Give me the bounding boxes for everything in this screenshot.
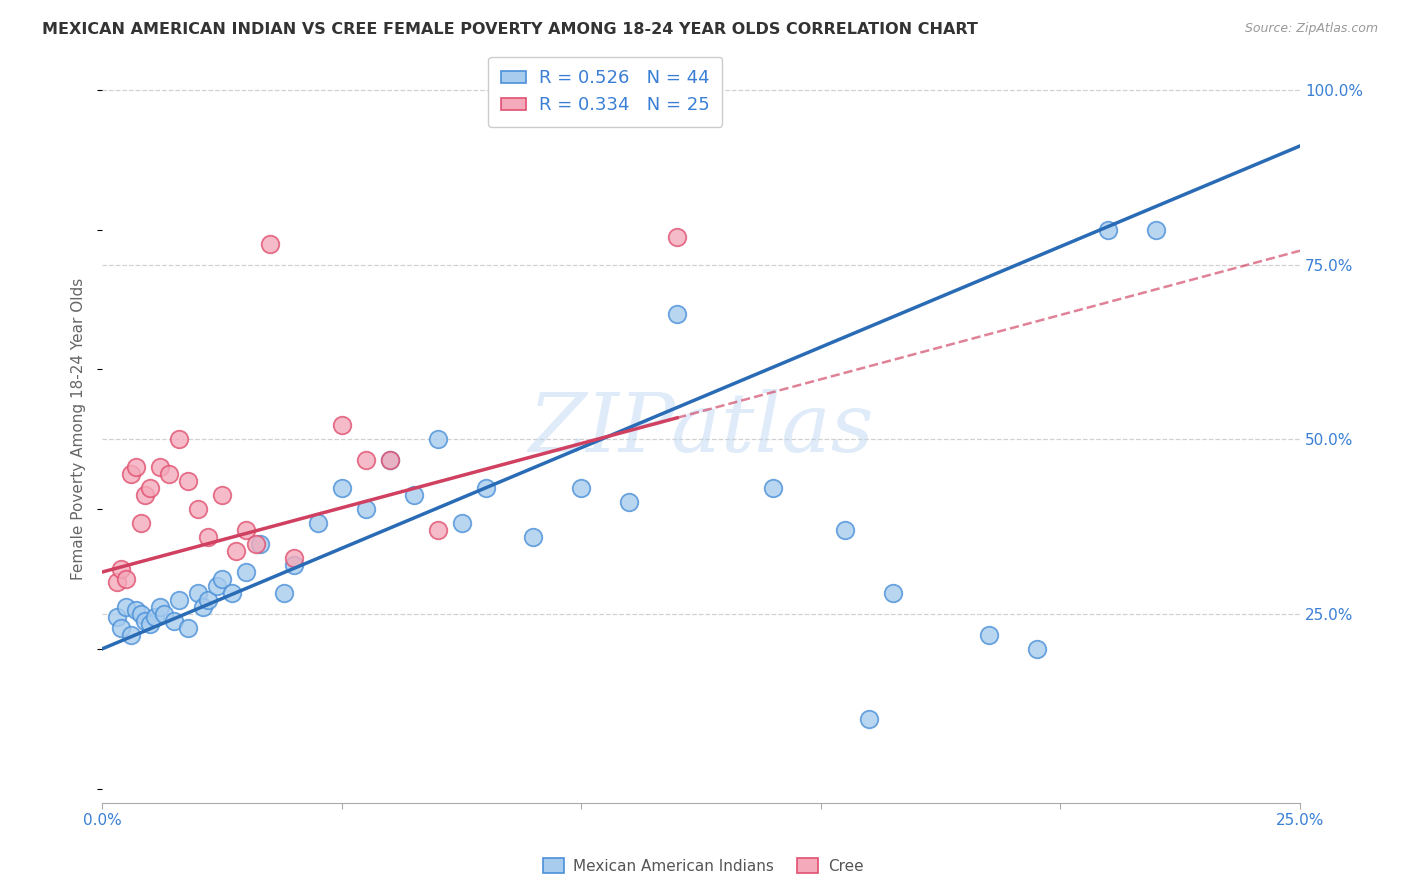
- Point: [522, 530, 544, 544]
- Point: [149, 599, 172, 614]
- Legend: R = 0.526   N = 44, R = 0.334   N = 25: R = 0.526 N = 44, R = 0.334 N = 25: [488, 57, 723, 127]
- Text: MEXICAN AMERICAN INDIAN VS CREE FEMALE POVERTY AMONG 18-24 YEAR OLDS CORRELATION: MEXICAN AMERICAN INDIAN VS CREE FEMALE P…: [42, 22, 979, 37]
- Point: [197, 593, 219, 607]
- Point: [225, 544, 247, 558]
- Y-axis label: Female Poverty Among 18-24 Year Olds: Female Poverty Among 18-24 Year Olds: [72, 277, 86, 580]
- Point: [283, 551, 305, 566]
- Text: ZIPatlas: ZIPatlas: [529, 389, 875, 469]
- Point: [619, 495, 641, 509]
- Point: [115, 599, 138, 614]
- Point: [191, 599, 214, 614]
- Legend: Mexican American Indians, Cree: Mexican American Indians, Cree: [537, 852, 869, 880]
- Point: [666, 307, 689, 321]
- Point: [120, 467, 142, 482]
- Point: [177, 621, 200, 635]
- Point: [221, 586, 243, 600]
- Point: [245, 537, 267, 551]
- Point: [882, 586, 904, 600]
- Point: [125, 460, 148, 475]
- Point: [378, 453, 401, 467]
- Point: [187, 586, 209, 600]
- Point: [157, 467, 180, 482]
- Point: [105, 610, 128, 624]
- Point: [426, 432, 449, 446]
- Point: [211, 572, 233, 586]
- Point: [977, 628, 1000, 642]
- Point: [115, 572, 138, 586]
- Point: [105, 575, 128, 590]
- Point: [1144, 223, 1167, 237]
- Point: [120, 628, 142, 642]
- Point: [378, 453, 401, 467]
- Point: [143, 610, 166, 624]
- Point: [134, 614, 156, 628]
- Point: [307, 516, 329, 530]
- Point: [450, 516, 472, 530]
- Point: [474, 481, 496, 495]
- Point: [259, 236, 281, 251]
- Point: [167, 593, 190, 607]
- Point: [163, 614, 186, 628]
- Point: [666, 229, 689, 244]
- Point: [354, 453, 377, 467]
- Point: [1025, 641, 1047, 656]
- Point: [858, 712, 880, 726]
- Point: [125, 603, 148, 617]
- Text: Source: ZipAtlas.com: Source: ZipAtlas.com: [1244, 22, 1378, 36]
- Point: [354, 502, 377, 516]
- Point: [235, 523, 257, 537]
- Point: [273, 586, 295, 600]
- Point: [110, 621, 132, 635]
- Point: [211, 488, 233, 502]
- Point: [153, 607, 176, 621]
- Point: [249, 537, 271, 551]
- Point: [330, 418, 353, 433]
- Point: [149, 460, 172, 475]
- Point: [402, 488, 425, 502]
- Point: [167, 432, 190, 446]
- Point: [834, 523, 856, 537]
- Point: [762, 481, 785, 495]
- Point: [235, 565, 257, 579]
- Point: [129, 607, 152, 621]
- Point: [205, 579, 228, 593]
- Point: [177, 474, 200, 488]
- Point: [197, 530, 219, 544]
- Point: [1097, 223, 1119, 237]
- Point: [426, 523, 449, 537]
- Point: [187, 502, 209, 516]
- Point: [330, 481, 353, 495]
- Point: [139, 617, 162, 632]
- Point: [569, 481, 592, 495]
- Point: [129, 516, 152, 530]
- Point: [134, 488, 156, 502]
- Point: [139, 481, 162, 495]
- Point: [283, 558, 305, 572]
- Point: [110, 561, 132, 575]
